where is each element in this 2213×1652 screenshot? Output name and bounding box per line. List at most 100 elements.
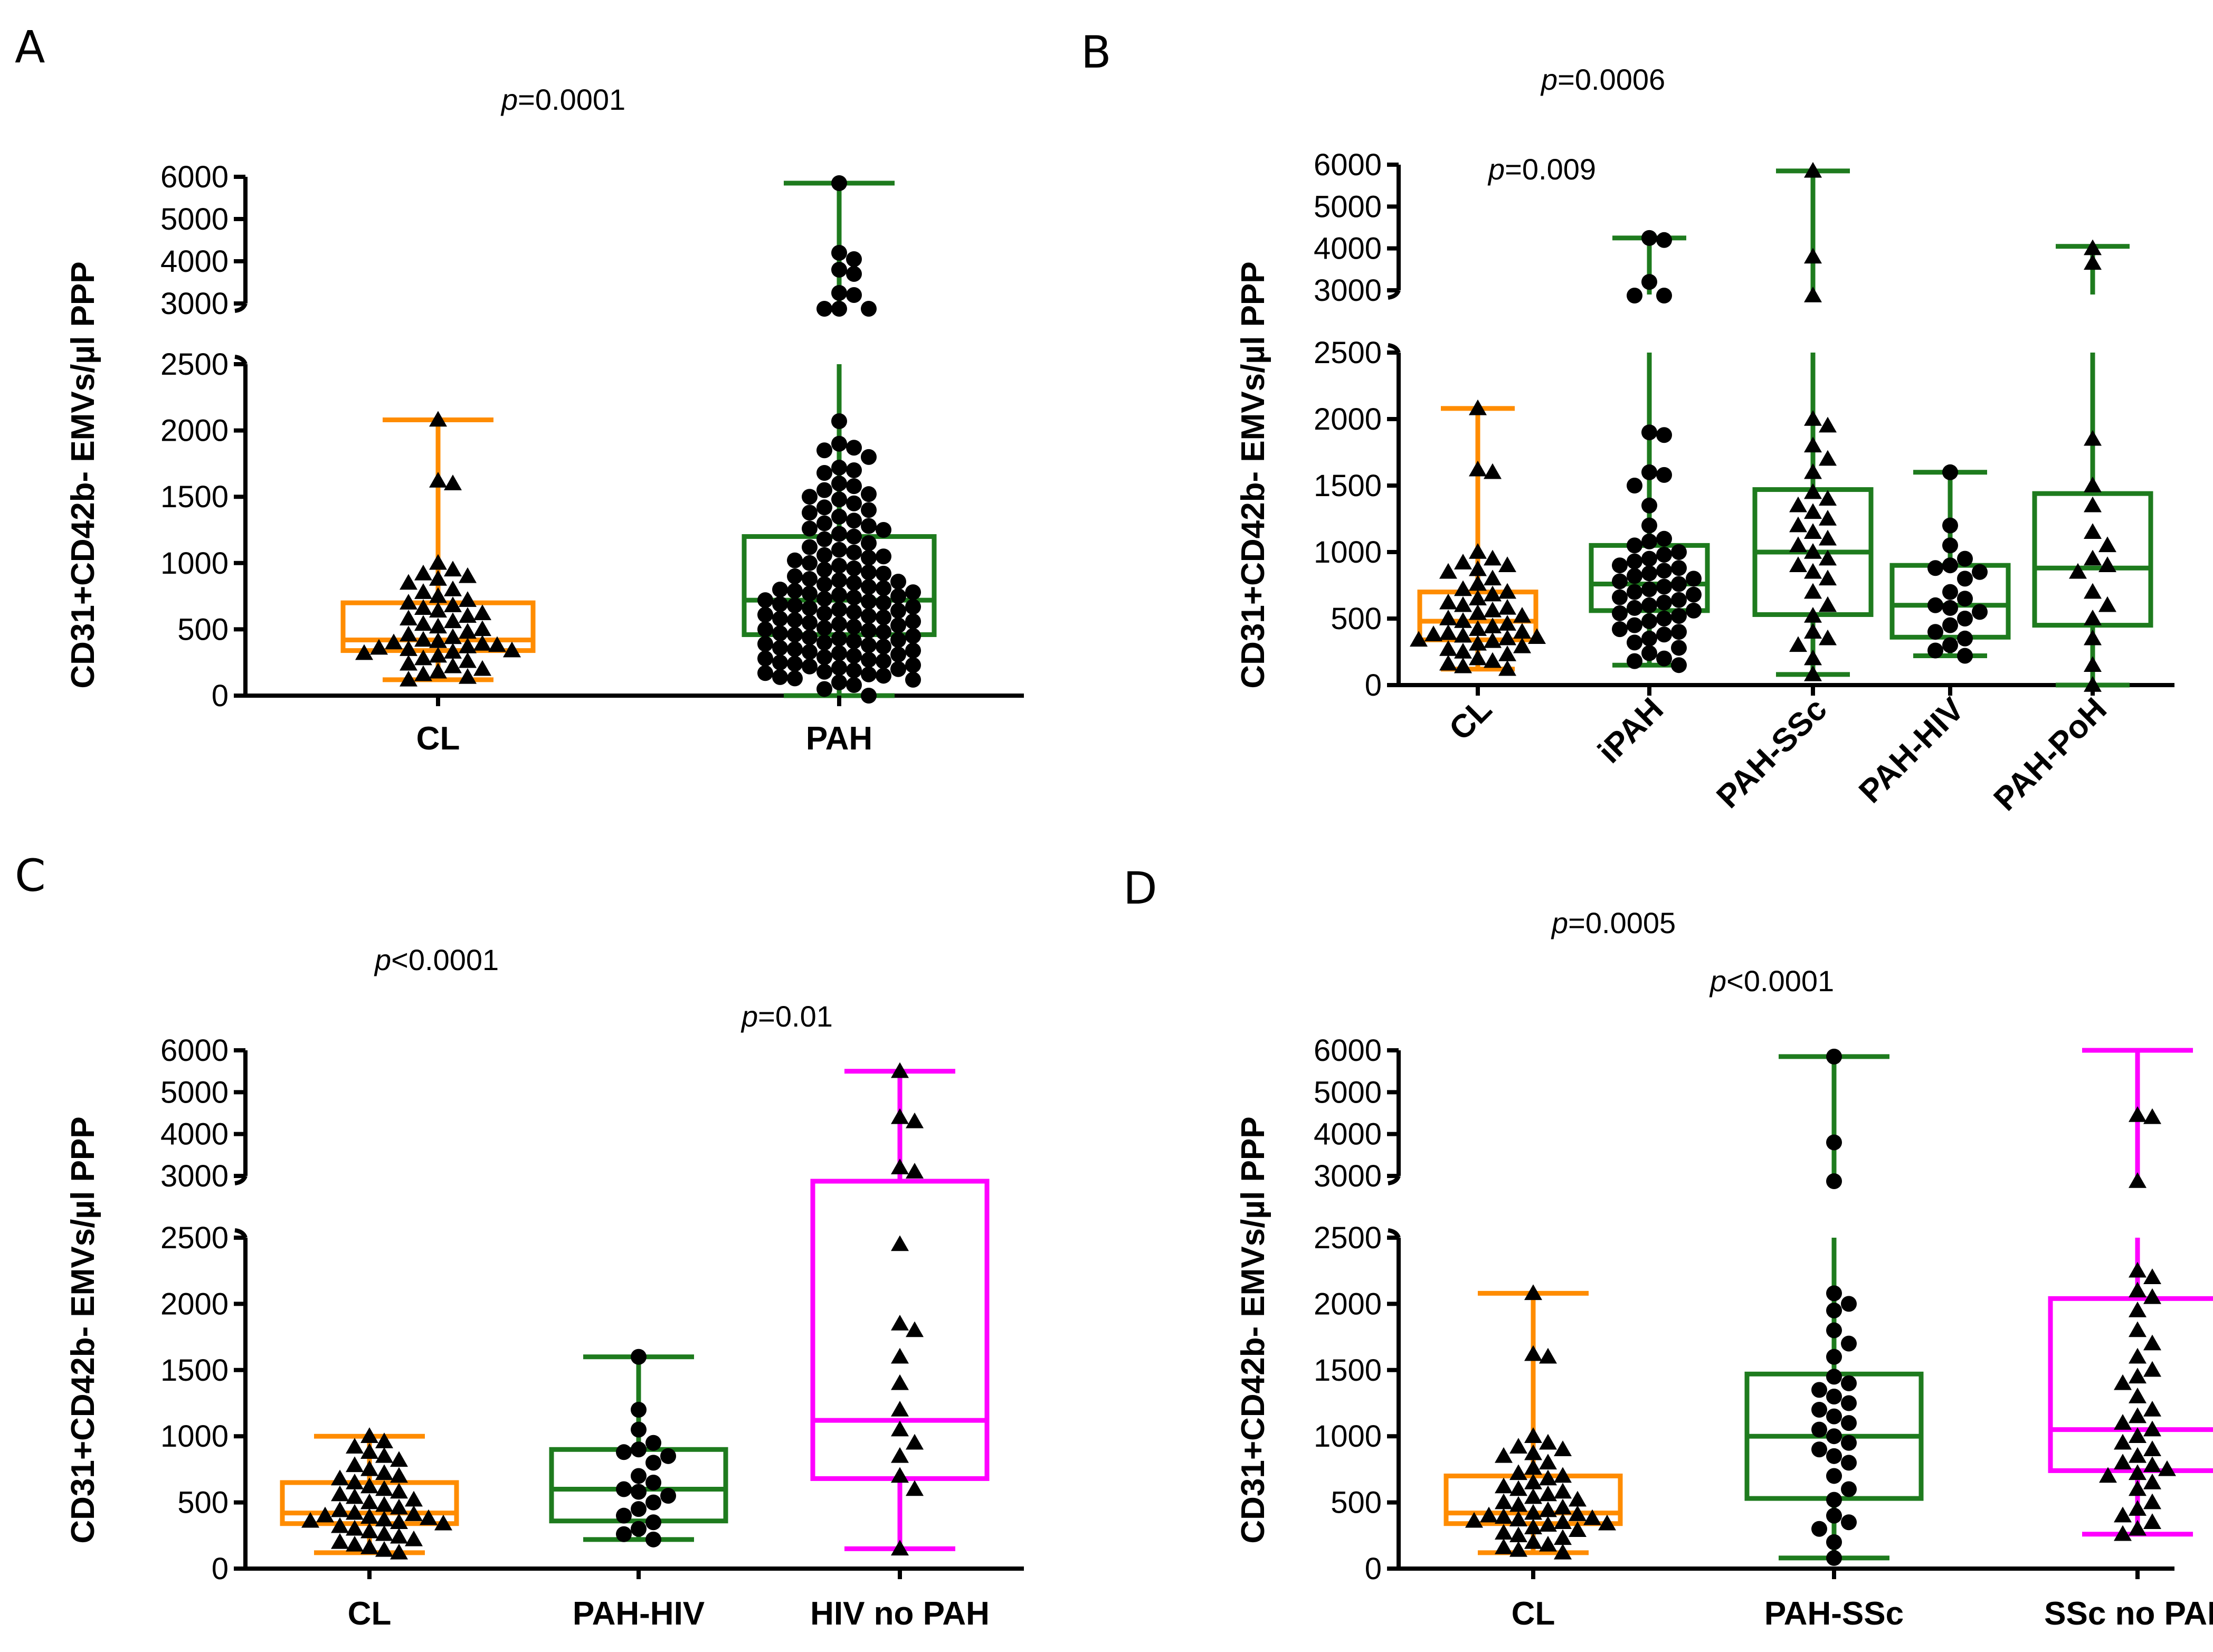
- point-c-pah-hiv: [616, 1526, 632, 1542]
- point-b-cl: [1454, 554, 1472, 569]
- point-d-ssc-no-pah: [2129, 1407, 2146, 1423]
- panel-letter-c: C: [15, 850, 46, 901]
- point-a-pah: [787, 641, 803, 658]
- point-b-cl: [1498, 615, 1516, 631]
- point-b-pah-ssc: [1804, 463, 1822, 479]
- point-b-cl: [1410, 631, 1428, 647]
- point-a-cl: [400, 670, 417, 687]
- point-a-pah: [905, 642, 921, 659]
- point-c-pah-hiv: [660, 1448, 676, 1464]
- point-c-cl: [375, 1525, 393, 1541]
- group-a-pah: PAH: [742, 175, 937, 757]
- point-a-pah: [876, 653, 891, 669]
- point-a-pah: [861, 666, 877, 682]
- point-b-pah-poh: [2084, 523, 2102, 539]
- point-b-cl: [1454, 596, 1472, 612]
- point-a-pah: [846, 648, 862, 664]
- point-c-cl: [420, 1509, 438, 1525]
- point-a-cl: [414, 665, 432, 681]
- point-a-pah: [802, 629, 818, 645]
- point-d-ssc-no-pah: [2143, 1420, 2161, 1437]
- pvalue-a-cl-vs-pah: p=0.0001: [500, 83, 625, 116]
- point-c-cl: [390, 1483, 408, 1499]
- point-d-cl: [1495, 1538, 1513, 1554]
- point-c-cl: [434, 1514, 452, 1531]
- point-d-cl: [1569, 1521, 1587, 1537]
- y-tick-label-c-500: 500: [177, 1486, 229, 1520]
- point-a-pah: [787, 552, 803, 568]
- point-b-ipah: [1627, 288, 1642, 303]
- point-d-cl: [1554, 1529, 1572, 1545]
- point-b-pah-ssc: [1804, 583, 1822, 599]
- point-b-ipah: [1627, 584, 1642, 600]
- point-d-cl: [1509, 1526, 1527, 1543]
- point-b-cl: [1484, 601, 1502, 618]
- point-b-cl: [1439, 640, 1457, 656]
- point-b-ipah: [1656, 578, 1672, 595]
- y-tick-label-a-500: 500: [177, 612, 229, 647]
- point-d-ssc-no-pah: [2143, 1473, 2161, 1489]
- point-a-cl: [414, 649, 432, 666]
- point-b-cl: [1469, 543, 1487, 559]
- point-a-pah: [831, 572, 847, 588]
- point-b-ipah: [1656, 427, 1672, 443]
- x-tick-label-d-ssc-no-pah: SSc no PAH: [2044, 1596, 2213, 1632]
- point-d-ssc-no-pah: [2143, 1268, 2161, 1284]
- point-d-pah-ssc: [1826, 1349, 1842, 1365]
- point-c-cl: [331, 1501, 349, 1517]
- point-c-cl: [331, 1485, 349, 1502]
- point-a-cl: [400, 625, 417, 642]
- point-a-pah: [861, 688, 877, 704]
- point-a-pah: [831, 508, 847, 525]
- point-b-ipah: [1641, 645, 1657, 661]
- point-c-pah-hiv: [631, 1484, 647, 1500]
- point-d-cl: [1509, 1496, 1527, 1512]
- point-d-pah-ssc: [1826, 1550, 1842, 1566]
- point-d-cl: [1598, 1514, 1616, 1531]
- point-a-pah: [787, 583, 803, 599]
- point-c-pah-hiv: [645, 1435, 661, 1451]
- point-a-cl: [444, 643, 462, 659]
- point-a-pah: [861, 518, 877, 534]
- point-c-cl: [360, 1508, 378, 1524]
- point-b-ipah: [1656, 232, 1672, 248]
- point-a-pah: [846, 478, 862, 495]
- point-b-pah-ssc: [1804, 649, 1822, 666]
- point-d-pah-ssc: [1826, 1048, 1842, 1065]
- point-d-cl: [1524, 1488, 1542, 1504]
- point-a-pah: [802, 644, 818, 660]
- point-a-pah: [816, 663, 832, 680]
- y-tick-label-b-4000: 4000: [1314, 232, 1382, 266]
- group-b-pah-poh: PAH-PoH: [1987, 239, 2153, 818]
- y-tick-label-d-2000: 2000: [1314, 1287, 1382, 1321]
- point-a-pah: [831, 459, 847, 476]
- point-a-pah: [816, 649, 832, 666]
- point-c-cl: [360, 1538, 378, 1554]
- point-d-pah-ssc: [1826, 1322, 1842, 1338]
- point-d-ssc-no-pah: [2114, 1433, 2132, 1450]
- point-d-ssc-no-pah: [2143, 1493, 2161, 1509]
- point-c-cl: [375, 1464, 393, 1480]
- point-b-pah-ssc: [1819, 416, 1837, 433]
- point-c-hiv-no-pah: [906, 1433, 924, 1450]
- point-d-cl: [1524, 1459, 1542, 1475]
- point-a-pah: [831, 285, 847, 301]
- x-tick-label-c-cl: CL: [348, 1596, 392, 1632]
- point-c-cl: [346, 1488, 364, 1504]
- point-d-ssc-no-pah: [2114, 1506, 2132, 1523]
- point-a-pah: [890, 603, 906, 619]
- point-c-pah-hiv: [631, 1402, 647, 1418]
- point-c-hiv-no-pah: [906, 1480, 924, 1496]
- point-a-pah: [861, 502, 877, 518]
- y-tick-label-a-1000: 1000: [160, 546, 229, 581]
- group-b-cl: CL: [1410, 399, 1546, 747]
- point-c-cl: [346, 1438, 364, 1454]
- point-d-ssc-no-pah: [2129, 1387, 2146, 1403]
- point-a-pah: [831, 587, 847, 603]
- point-a-pah: [861, 549, 877, 566]
- y-tick-label-b-3000: 3000: [1314, 273, 1382, 308]
- point-c-cl: [405, 1505, 423, 1521]
- point-c-hiv-no-pah: [906, 1321, 924, 1337]
- x-tick-label-c-pah-hiv: PAH-HIV: [573, 1596, 705, 1632]
- point-a-cl: [503, 641, 521, 658]
